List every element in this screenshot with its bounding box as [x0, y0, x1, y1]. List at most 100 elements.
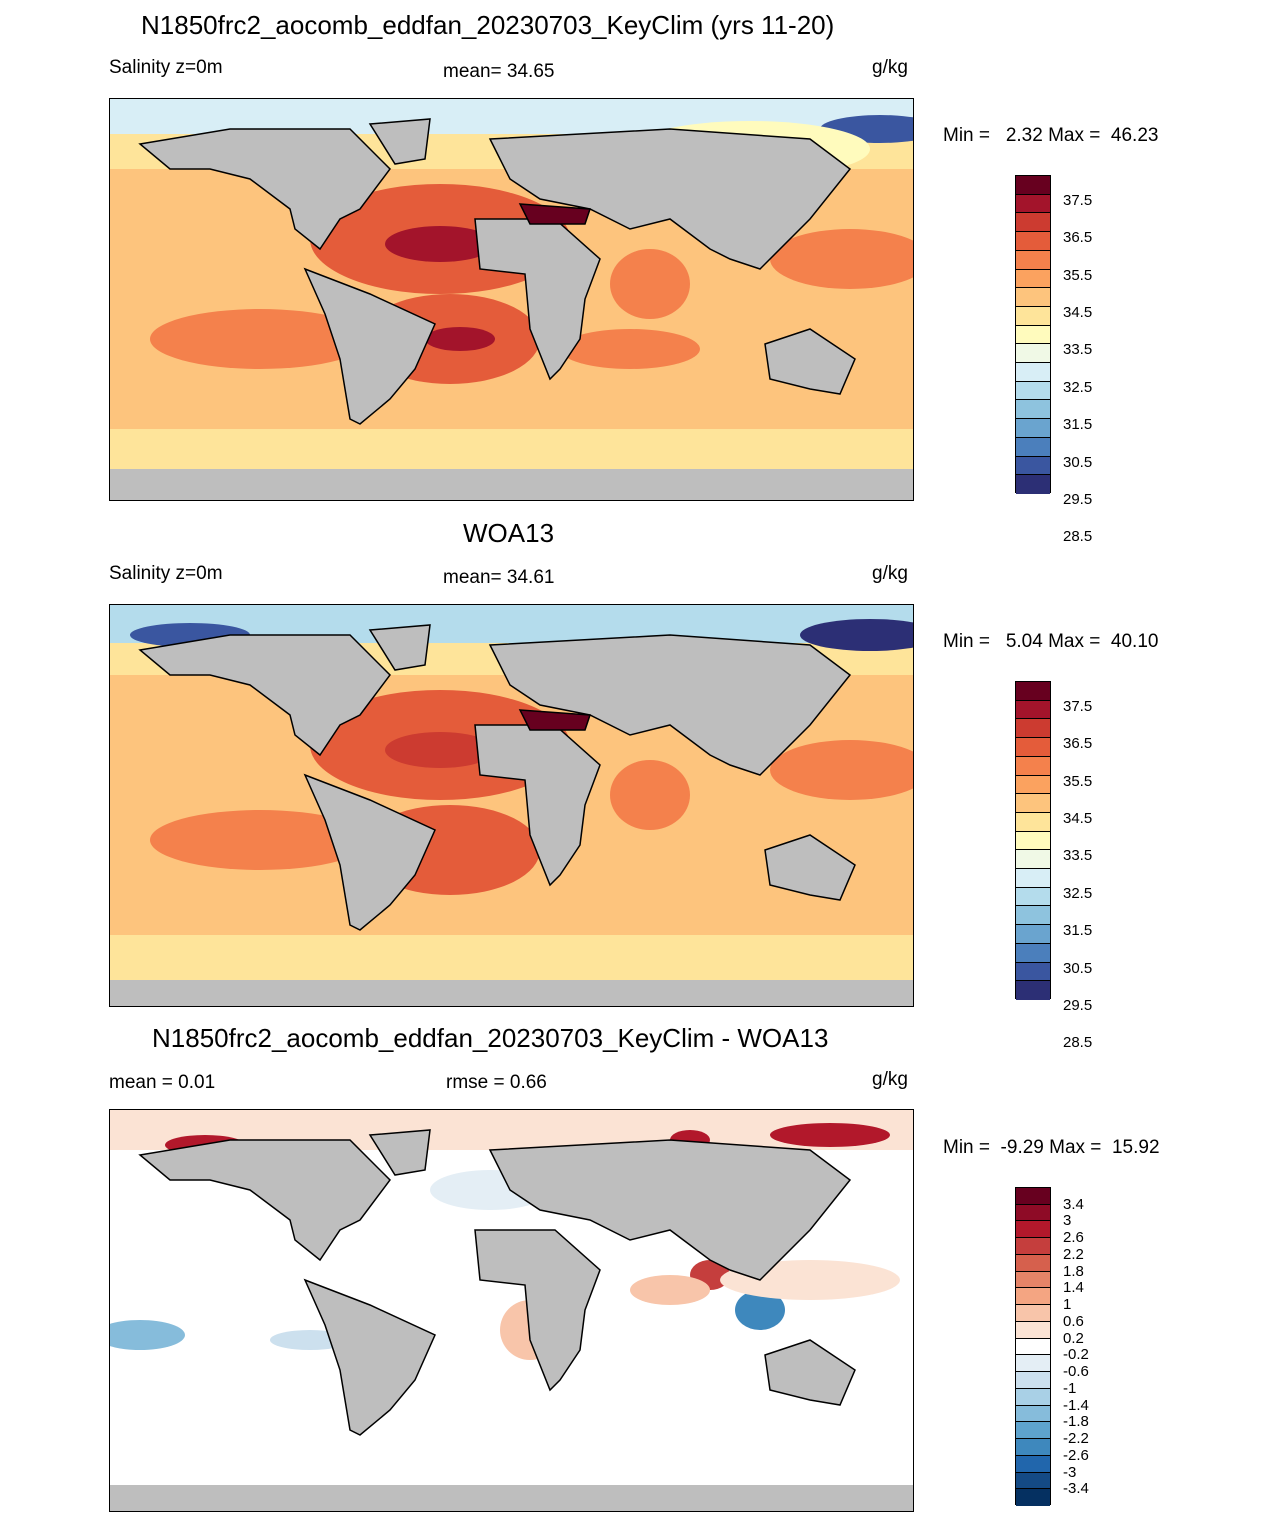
panel3-minmax: Min = -9.29 Max = 15.92 [943, 1137, 1160, 1158]
colorbar-tick-label: 35.5 [1063, 772, 1093, 790]
panel2-map [109, 604, 914, 1007]
colorbar-swatch [1016, 1305, 1050, 1322]
colorbar-swatch [1016, 1204, 1050, 1222]
colorbar-swatch [1016, 943, 1050, 963]
colorbar-swatch [1016, 1338, 1050, 1356]
panel3-map [109, 1109, 914, 1512]
panel1-minmax: Min = 2.32 Max = 46.23 [943, 125, 1159, 146]
colorbar-tick-label: 2.2 [1063, 1245, 1084, 1263]
colorbar-swatch [1016, 232, 1050, 251]
colorbar-swatch [1016, 981, 1050, 1000]
panel1-map [109, 98, 914, 501]
colorbar-swatch [1016, 887, 1050, 907]
panel1-mean-label: mean= 34.65 [443, 61, 555, 82]
panel1-variable-label: Salinity z=0m [109, 57, 223, 78]
colorbar-swatch [1016, 850, 1050, 870]
colorbar-swatch [1016, 756, 1050, 776]
colorbar-tick-label: 36.5 [1063, 735, 1093, 753]
colorbar-tick-label: 0.6 [1063, 1312, 1084, 1330]
colorbar-tick-label: -2.6 [1063, 1446, 1089, 1464]
colorbar-swatch [1016, 325, 1050, 345]
colorbar-swatch [1016, 925, 1050, 944]
panel3-map-svg [110, 1110, 913, 1511]
colorbar-swatch [1016, 456, 1050, 476]
colorbar-swatch [1016, 719, 1050, 739]
colorbar-swatch [1016, 906, 1050, 926]
colorbar-swatch [1016, 1372, 1050, 1389]
panel1-title: N1850frc2_aocomb_eddfan_20230703_KeyClim… [141, 10, 835, 40]
colorbar-tick-label: 32.5 [1063, 884, 1093, 902]
colorbar-swatch [1016, 1238, 1050, 1255]
panel2-variable-label: Salinity z=0m [109, 563, 223, 584]
panel2-title: WOA13 [463, 518, 555, 548]
panel1-continents [138, 118, 856, 425]
colorbar-tick-label: 33.5 [1063, 847, 1093, 865]
panel1-map-svg [110, 99, 913, 500]
panel2-units: g/kg [872, 563, 908, 584]
colorbar-swatch [1016, 682, 1050, 701]
colorbar-tick-label: 29.5 [1063, 491, 1093, 508]
panel2-minmax: Min = 5.04 Max = 40.10 [943, 631, 1159, 652]
colorbar-swatch [1016, 269, 1050, 289]
colorbar-swatch [1016, 250, 1050, 270]
colorbar-tick-label: 35.5 [1063, 266, 1093, 284]
panel2-continents [138, 624, 856, 931]
panel3-colorbar [1015, 1187, 1051, 1506]
colorbar-tick-label: -3.4 [1063, 1480, 1089, 1498]
colorbar-tick-label: 36.5 [1063, 229, 1093, 247]
colorbar-swatch [1016, 288, 1050, 307]
colorbar-swatch [1016, 176, 1050, 195]
colorbar-swatch [1016, 1455, 1050, 1473]
colorbar-swatch [1016, 1388, 1050, 1406]
colorbar-swatch [1016, 344, 1050, 364]
colorbar-tick-label: 2.6 [1063, 1229, 1084, 1247]
panel3-continents [138, 1129, 856, 1436]
colorbar-swatch [1016, 738, 1050, 757]
colorbar-swatch [1016, 1288, 1050, 1306]
colorbar-swatch [1016, 962, 1050, 982]
colorbar-tick-label: -3 [1063, 1463, 1077, 1481]
colorbar-tick-label: -1 [1063, 1379, 1077, 1397]
colorbar-swatch [1016, 1221, 1050, 1239]
colorbar-tick-label: 1.8 [1063, 1262, 1084, 1280]
colorbar-tick-label: 37.5 [1063, 191, 1093, 209]
colorbar-tick-label: 28.5 [1063, 1034, 1093, 1052]
colorbar-swatch [1016, 1422, 1050, 1440]
colorbar-swatch [1016, 700, 1050, 720]
colorbar-swatch [1016, 400, 1050, 420]
colorbar-swatch [1016, 1271, 1050, 1289]
panel2-colorbar [1015, 681, 1051, 1000]
colorbar-tick-label: 30.5 [1063, 453, 1093, 471]
colorbar-swatch [1016, 1188, 1050, 1205]
colorbar-swatch [1016, 306, 1050, 326]
colorbar-swatch [1016, 831, 1050, 851]
colorbar-swatch [1016, 1439, 1050, 1456]
colorbar-swatch [1016, 419, 1050, 438]
colorbar-swatch [1016, 475, 1050, 494]
colorbar-tick-label: 1.4 [1063, 1279, 1084, 1297]
colorbar-swatch [1016, 794, 1050, 813]
colorbar-tick-label: 3.4 [1063, 1195, 1084, 1213]
colorbar-tick-label: 3 [1063, 1212, 1072, 1230]
panel2-map-svg [110, 605, 913, 1006]
panel3-mean-label: mean = 0.01 [109, 1072, 216, 1093]
panel2-mean-label: mean= 34.61 [443, 567, 555, 588]
colorbar-swatch [1016, 213, 1050, 233]
colorbar-swatch [1016, 363, 1050, 382]
colorbar-tick-label: 37.5 [1063, 697, 1093, 715]
colorbar-tick-label: 31.5 [1063, 922, 1093, 940]
colorbar-tick-label: 0.2 [1063, 1329, 1084, 1347]
colorbar-tick-label: 29.5 [1063, 997, 1093, 1014]
colorbar-swatch [1016, 381, 1050, 401]
colorbar-tick-label: 34.5 [1063, 303, 1093, 321]
panel3-rmse-label: rmse = 0.66 [446, 1072, 547, 1093]
panel1-colorbar [1015, 175, 1051, 494]
colorbar-swatch [1016, 775, 1050, 795]
colorbar-swatch [1016, 1472, 1050, 1490]
panel3-units: g/kg [872, 1069, 908, 1090]
colorbar-swatch [1016, 1355, 1050, 1373]
colorbar-swatch [1016, 1489, 1050, 1506]
colorbar-tick-label: -2.2 [1063, 1430, 1089, 1448]
colorbar-swatch [1016, 437, 1050, 457]
colorbar-tick-label: 32.5 [1063, 378, 1093, 396]
